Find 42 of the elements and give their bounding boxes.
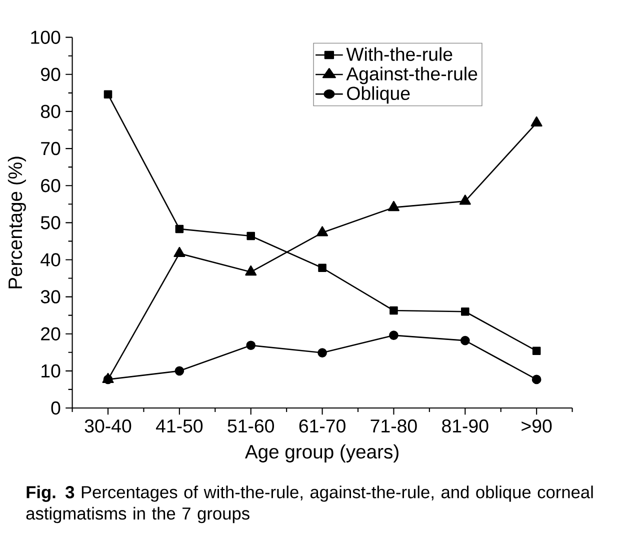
x-tick-label: 30-40 [84, 419, 132, 433]
y-tick-label: 80 [40, 104, 60, 118]
x-tick-label: 51-60 [228, 419, 274, 433]
point [390, 306, 398, 315]
y-tick-label: 40 [40, 253, 60, 266]
point [461, 307, 470, 316]
point [175, 224, 184, 234]
y-tick-label: 10 [42, 364, 60, 378]
point [532, 346, 541, 356]
x-tick-label: 71-80 [370, 419, 417, 433]
point [530, 116, 542, 127]
text: Fig. 3 Percentages of with-the-rule, against-the-rule, and oblique corneal astigmatisms in the 7 groups [26, 486, 593, 524]
point [459, 194, 471, 205]
point [246, 340, 256, 350]
point [388, 200, 400, 212]
point [532, 374, 542, 384]
point [174, 246, 186, 258]
point [174, 366, 184, 376]
y-tick-label: 0 [51, 401, 60, 415]
y-axis-title: Percentage (%) [8, 156, 26, 288]
point [460, 336, 470, 346]
y-tick-label: 60 [41, 178, 60, 192]
y-tick-label: 30 [40, 290, 60, 304]
legend-label: Against-the-rule [346, 66, 478, 84]
y-tick-label: 100 [31, 30, 60, 44]
y-tick-label: 70 [41, 142, 60, 156]
point [246, 232, 255, 240]
x-tick-label: >90 [522, 419, 552, 433]
x-tick-label: 81-90 [442, 419, 488, 433]
point [318, 348, 327, 358]
x-tick-label: 41-50 [156, 419, 203, 433]
x-axis-title: Age group (years) [244, 444, 398, 462]
x-tick-label: 61-70 [299, 419, 346, 433]
y-tick-label: 50 [40, 216, 60, 230]
point [318, 264, 326, 272]
point [389, 330, 398, 340]
legend-label: Oblique [347, 86, 410, 104]
y-tick-label: 90 [41, 68, 60, 82]
y-tick-label: 20 [41, 327, 60, 340]
point [245, 265, 257, 276]
legend-label: With-the-rule [346, 47, 452, 61]
point [316, 226, 328, 236]
